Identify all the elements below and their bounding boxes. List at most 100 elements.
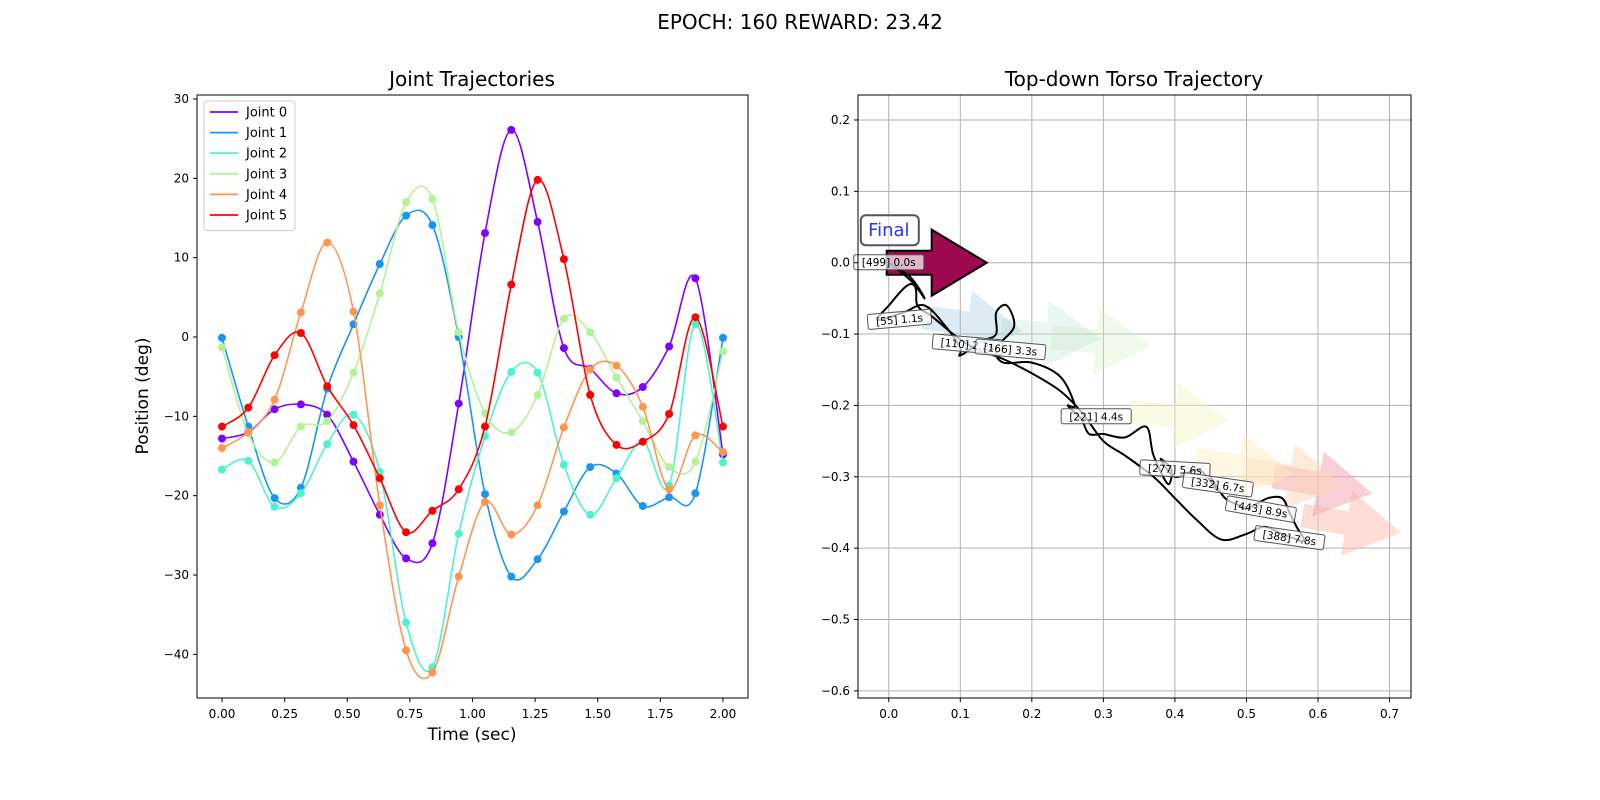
joint-data-point (638, 417, 647, 426)
heading-arrow (1000, 301, 1101, 367)
heading-arrow (1193, 433, 1294, 499)
joint-data-point (559, 423, 568, 432)
joint-data-point (559, 460, 568, 469)
joint-data-point (533, 175, 542, 184)
joint-data-point (323, 382, 332, 391)
joint-data-point (428, 668, 437, 677)
joint-data-point (691, 313, 700, 322)
joint-data-point (507, 428, 516, 437)
joint-y-tick-label: −40 (164, 647, 189, 661)
joint-data-point (586, 365, 595, 374)
final-label-text: Final (868, 220, 909, 241)
joint-data-point (691, 457, 700, 466)
torso-x-tick-label: 0.0 (879, 707, 898, 721)
time-annotation-label: [166] 3.3s (983, 342, 1038, 359)
torso-y-tick-label: −0.3 (821, 470, 850, 484)
joint-data-point (638, 402, 647, 411)
joint-data-point (638, 437, 647, 446)
time-annotation-label: [221] 4.4s (1069, 411, 1123, 423)
joint-data-point (719, 333, 727, 342)
joint-data-point (375, 510, 384, 519)
torso-x-tick-label: 0.2 (1022, 707, 1041, 721)
torso-y-tick-label: 0.1 (831, 184, 850, 198)
time-annotation: [166] 3.3s (974, 338, 1047, 361)
figure-suptitle: EPOCH: 160 REWARD: 23.42 (657, 10, 943, 34)
joint-data-point (349, 307, 358, 316)
joint-data-point (533, 390, 542, 399)
joint-data-point (218, 444, 226, 453)
torso-axes-frame (857, 94, 1412, 699)
torso-x-tick-label: 0.3 (1094, 707, 1113, 721)
joint-data-point (612, 440, 621, 449)
joint-data-point (507, 367, 516, 376)
torso-y-tick-label: −0.2 (821, 398, 850, 412)
joint-data-point (375, 474, 384, 483)
joint-y-tick-label: −30 (164, 568, 189, 582)
joint-data-point (507, 280, 516, 289)
joint-y-tick-label: 30 (174, 92, 189, 106)
joint-data-point (402, 646, 411, 655)
joint-data-point (218, 343, 226, 352)
joint-y-axis-label: Position (deg) (133, 338, 153, 455)
joint-data-point (349, 457, 358, 466)
joint-legend: Joint 0 Joint 1 Joint 2 Joint 3 Joint 4 Joint… (203, 100, 296, 232)
joint-data-point (559, 314, 568, 323)
joint-data-point (375, 260, 384, 268)
joint-data-point (638, 383, 647, 391)
time-annotation-box (1181, 472, 1254, 498)
joint-data-point (665, 463, 674, 472)
joint-data-point (481, 422, 489, 431)
joint-y-tick-label: −20 (164, 489, 189, 503)
joint-data-point (691, 431, 700, 440)
torso-y-tick-label: 0.2 (831, 113, 850, 127)
joint-data-point (665, 493, 674, 502)
joint-legend-label: Joint 1 (245, 126, 287, 141)
torso-y-tick-label: −0.4 (821, 541, 850, 555)
joint-series-line-1 (221, 209, 724, 581)
torso-x-tick-label: 0.4 (1165, 707, 1184, 721)
joint-data-point (323, 417, 332, 426)
final-heading-arrow (885, 227, 989, 298)
joint-data-point (428, 539, 437, 548)
joint-data-point (533, 368, 542, 377)
joint-data-point (402, 554, 411, 563)
joint-data-point (323, 440, 332, 449)
final-label: Final (859, 214, 920, 247)
joint-series-line-3 (221, 185, 724, 475)
joint-data-point (428, 221, 437, 230)
time-annotation: [332] 6.7s (1181, 472, 1254, 498)
joint-data-point (481, 498, 489, 506)
joint-data-point (402, 211, 411, 220)
joint-data-point (719, 448, 727, 456)
joint-data-point (428, 506, 437, 515)
joint-data-point (612, 389, 621, 398)
joint-data-point (638, 502, 647, 510)
joint-trajectories-axes: Joint Trajectories 0.00 0.25 0.50 0.75 1.00 1… (133, 67, 749, 745)
joint-data-point (244, 428, 253, 437)
joint-data-point (349, 410, 358, 419)
joint-data-point (402, 528, 411, 537)
joint-data-point (323, 238, 332, 247)
torso-y-tick-label: −0.6 (821, 684, 850, 698)
joint-data-point (454, 328, 463, 337)
joint-data-point (507, 572, 516, 581)
joint-data-point (296, 329, 305, 337)
torso-x-tick-label: 0.1 (951, 707, 970, 721)
joint-data-point (218, 333, 226, 342)
joint-data-point (559, 255, 568, 264)
joint-data-point (349, 368, 358, 377)
joint-data-point (402, 198, 411, 207)
torso-trajectory-axes: Top-down Torso Trajectory [499] 0.0s [55]… (821, 67, 1412, 721)
joint-data-point (218, 434, 226, 443)
time-annotation: [388] 7.8s (1253, 525, 1326, 551)
joint-x-tick-label: 0.25 (271, 707, 298, 721)
time-annotation-box (1060, 408, 1132, 425)
joint-data-point (665, 342, 674, 351)
joint-data-point (533, 555, 542, 564)
joint-y-tick-label: 0 (181, 330, 189, 344)
joint-data-point (218, 422, 226, 431)
heading-arrow (1129, 383, 1230, 449)
joint-x-tick-label: 2.00 (710, 707, 737, 721)
torso-axis-ticks: 0.0 0.1 0.2 0.3 0.4 0.5 0.6 0.7 −0.6 −0.5 −0.4 −0.3… (821, 113, 1399, 721)
torso-x-tick-label: 0.6 (1308, 707, 1327, 721)
